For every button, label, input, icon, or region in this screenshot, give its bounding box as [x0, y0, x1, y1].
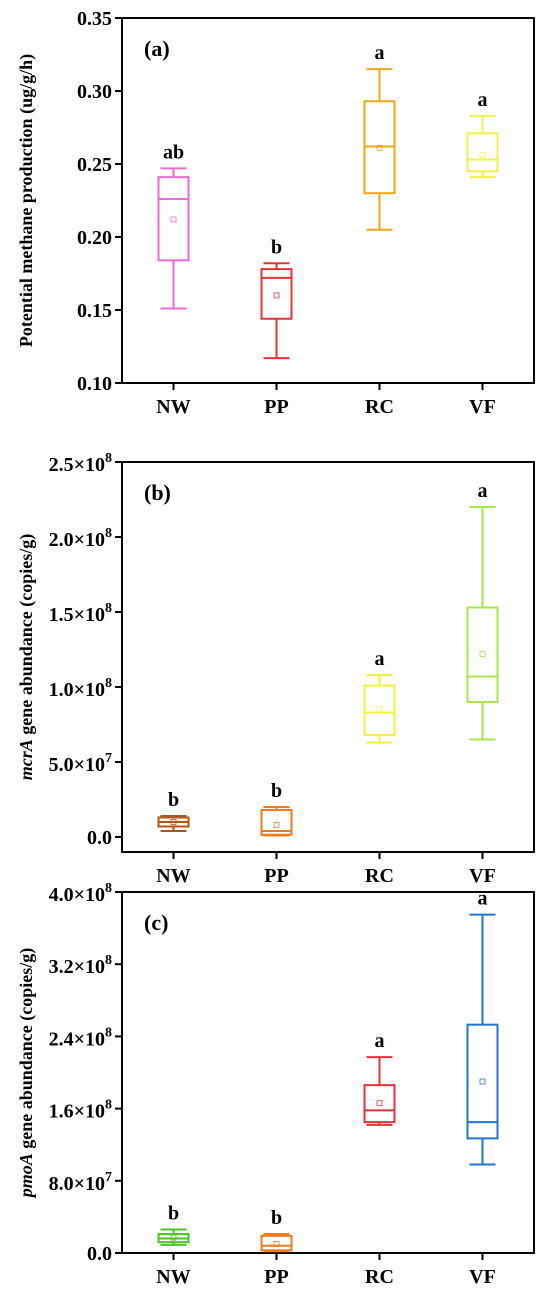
- iqr-box: [363, 1084, 396, 1124]
- mean-marker: [273, 292, 280, 299]
- panel-1-y-axis-label: Potential methane production (ug/g/h): [16, 54, 37, 347]
- panel-3-xtick-label: VF: [469, 1266, 496, 1288]
- panel-2-ytick-label: 1.5×108: [49, 601, 112, 626]
- panel-3-ytick-label: 1.6×108: [49, 1098, 112, 1123]
- panel-1-ytick-label: 0.25: [77, 154, 112, 176]
- panel-1: 0.10 0.15 0.20 0.25 0.30 0.35 Potential methan…: [16, 8, 535, 418]
- panel-2-xtick-label: NW: [156, 865, 190, 887]
- panel-2-ytick-label: 5.0×107: [49, 751, 112, 776]
- panel-1-box-VF: a: [466, 89, 499, 179]
- panel-2-box-NW: b: [157, 789, 190, 832]
- panel-2-axes-frame: [121, 461, 535, 853]
- significance-label: b: [271, 780, 282, 802]
- panel-1-axes-frame: [121, 17, 535, 384]
- significance-label: b: [168, 1203, 179, 1225]
- iqr-box: [466, 1023, 499, 1140]
- panel-1-box-PP: b: [260, 236, 293, 360]
- iqr-box: [363, 684, 396, 736]
- panel-2-ytick-label: 0.0: [87, 827, 112, 849]
- mean-marker: [273, 1241, 280, 1247]
- panel-1-xtick-label: VF: [469, 396, 496, 418]
- panel-1-ytick-label: 0.15: [77, 300, 112, 322]
- panel-2-y-axis-label: mcrA gene abundance (copies/g): [16, 534, 37, 781]
- panel-1-xtick-label: NW: [156, 396, 190, 418]
- significance-label: a: [375, 42, 385, 64]
- panel-3-ytick-label: 2.4×108: [49, 1025, 112, 1050]
- panel-1-xtick-label: RC: [365, 396, 394, 418]
- iqr-box: [466, 132, 499, 173]
- panel-2-box-RC: a: [363, 648, 396, 744]
- significance-label: a: [375, 1030, 385, 1052]
- panel-3-xtick-label: RC: [365, 1266, 394, 1288]
- mean-marker: [479, 651, 486, 657]
- panel-2-box-PP: b: [260, 780, 293, 837]
- iqr-box: [466, 606, 499, 703]
- panel-1-ytick-label: 0.35: [77, 8, 112, 30]
- panel-2-panel-label: (b): [144, 480, 171, 505]
- panel-3: 0.0 8.0×107 1.6×108 2.4×108 3.2×108 4.0×108 pm…: [16, 881, 535, 1288]
- mean-marker: [479, 152, 486, 159]
- mean-marker: [170, 819, 177, 825]
- panel-3-y-axis-label: pmoA gene abundance (copies/g): [16, 948, 37, 1200]
- mean-marker: [170, 216, 177, 223]
- panel-1-box-NW: ab: [157, 141, 190, 310]
- panel-3-axes-frame: [121, 891, 535, 1254]
- panel-1-panel-label: (a): [144, 36, 170, 61]
- panel-3-box-PP: b: [260, 1207, 293, 1253]
- panel-2: 0.0 5.0×107 1.0×108 1.5×108 2.0×108 2.5×108 mc…: [16, 451, 535, 887]
- panel-2-ytick-label: 1.0×108: [49, 676, 112, 701]
- panel-3-panel-label: (c): [144, 910, 168, 935]
- panel-2-xtick-label: VF: [469, 865, 496, 887]
- panel-3-xtick-label: NW: [156, 1266, 190, 1288]
- iqr-box: [260, 268, 293, 320]
- panel-3-ytick-label: 3.2×108: [49, 953, 112, 978]
- mean-marker: [273, 822, 280, 828]
- panel-1-ytick-label: 0.20: [77, 227, 112, 249]
- significance-label: b: [168, 789, 179, 811]
- significance-label: ab: [163, 141, 184, 163]
- significance-label: a: [478, 480, 488, 502]
- panel-3-ytick-label: 4.0×108: [49, 881, 112, 906]
- significance-label: b: [271, 236, 282, 258]
- panel-3-box-VF: a: [466, 888, 499, 1166]
- mean-marker: [376, 1100, 383, 1107]
- panel-3-ytick-label: 0.0: [87, 1243, 112, 1265]
- panel-2-ytick-label: 2.0×108: [49, 526, 112, 551]
- panel-3-box-RC: a: [363, 1030, 396, 1126]
- panel-1-box-RC: a: [363, 42, 396, 231]
- panel-2-box-VF: a: [466, 480, 499, 741]
- mean-marker: [479, 1078, 486, 1085]
- significance-label: a: [375, 648, 385, 670]
- panel-1-ytick-label: 0.10: [77, 373, 112, 395]
- panel-3-ytick-label: 8.0×107: [49, 1170, 112, 1195]
- iqr-box: [157, 176, 190, 262]
- panel-3-xtick-label: PP: [264, 1266, 288, 1288]
- panel-1-ytick-label: 0.30: [77, 81, 112, 103]
- mean-marker: [170, 1234, 177, 1241]
- panel-2-xtick-label: PP: [264, 865, 288, 887]
- panel-2-xtick-label: RC: [365, 865, 394, 887]
- mean-marker: [376, 706, 383, 713]
- panel-1-xtick-label: PP: [264, 396, 288, 418]
- significance-label: a: [478, 888, 488, 910]
- iqr-box: [260, 1234, 293, 1252]
- significance-label: a: [478, 89, 488, 111]
- panel-3-box-NW: b: [157, 1203, 190, 1246]
- significance-label: b: [271, 1207, 282, 1229]
- panel-2-ytick-label: 2.5×108: [49, 451, 112, 476]
- mean-marker: [376, 145, 383, 151]
